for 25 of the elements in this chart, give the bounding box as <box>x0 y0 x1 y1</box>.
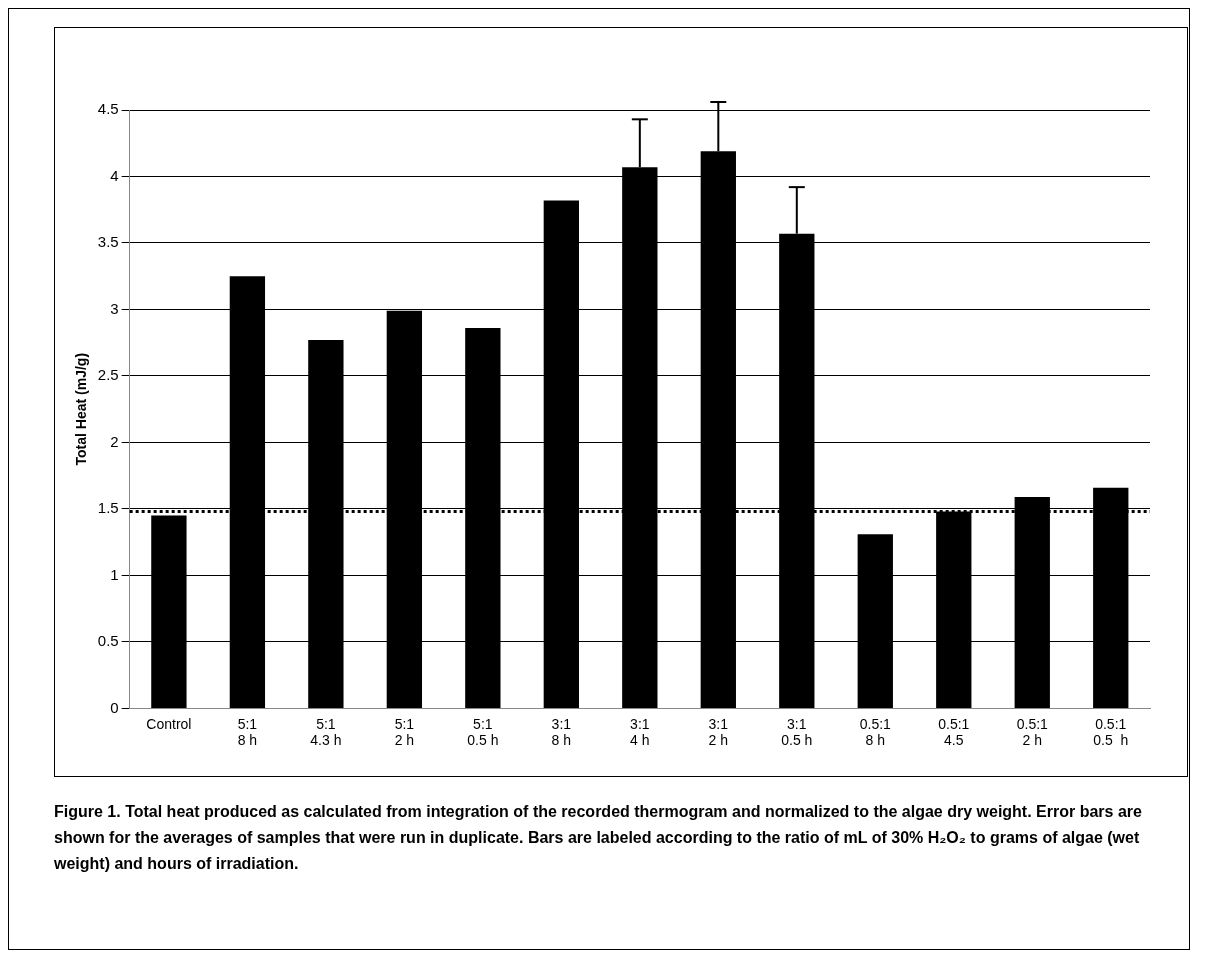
x-tick-label: Control <box>146 715 192 732</box>
y-tick-label: 2 <box>110 432 119 450</box>
x-tick-label: 3:1 4 h <box>630 715 650 749</box>
x-tick-label: 3:1 8 h <box>551 715 572 749</box>
y-tick-label: 1.5 <box>97 499 119 517</box>
y-tick-label: 0.5 <box>97 632 119 650</box>
x-tick-label: 0.5:1 0.5 h <box>1093 715 1129 749</box>
x-tick-label: 5:1 8 h <box>237 715 258 749</box>
x-tick-label: 5:1 2 h <box>394 715 415 749</box>
y-tick-label: 1 <box>110 565 119 583</box>
y-tick-label: 3.5 <box>97 233 119 251</box>
y-tick-label: 4.5 <box>97 100 119 118</box>
y-tick-label: 0 <box>110 698 119 716</box>
x-tick-label: 5:1 0.5 h <box>467 715 499 749</box>
x-tick-label: 3:1 0.5 h <box>781 715 813 749</box>
y-tick-label: 3 <box>110 299 119 317</box>
x-tick-label: 5:1 4.3 h <box>310 715 342 749</box>
x-tick-label: 3:1 2 h <box>708 715 729 749</box>
y-axis-title: Total Heat (mJ/g) <box>73 352 90 466</box>
x-tick-label: 0.5:1 2 h <box>1016 715 1049 749</box>
y-tick-label: 2.5 <box>97 366 119 384</box>
x-tick-label: 0.5:1 4.5 <box>938 715 970 749</box>
caption: Figure 1. Total heat produced as calculated from integration of the recorded thermogram and normalized to the algae dry weight. Error bars are shown for the averages of samples that were run in duplicate. Bars are labeled according to the ratio of mL of 30% H₂O₂ to grams of algae (wet weight) and hours of irradiation. <box>54 802 1143 874</box>
y-tick-label: 4 <box>110 166 119 184</box>
x-tick-label: 0.5:1 8 h <box>859 715 892 749</box>
